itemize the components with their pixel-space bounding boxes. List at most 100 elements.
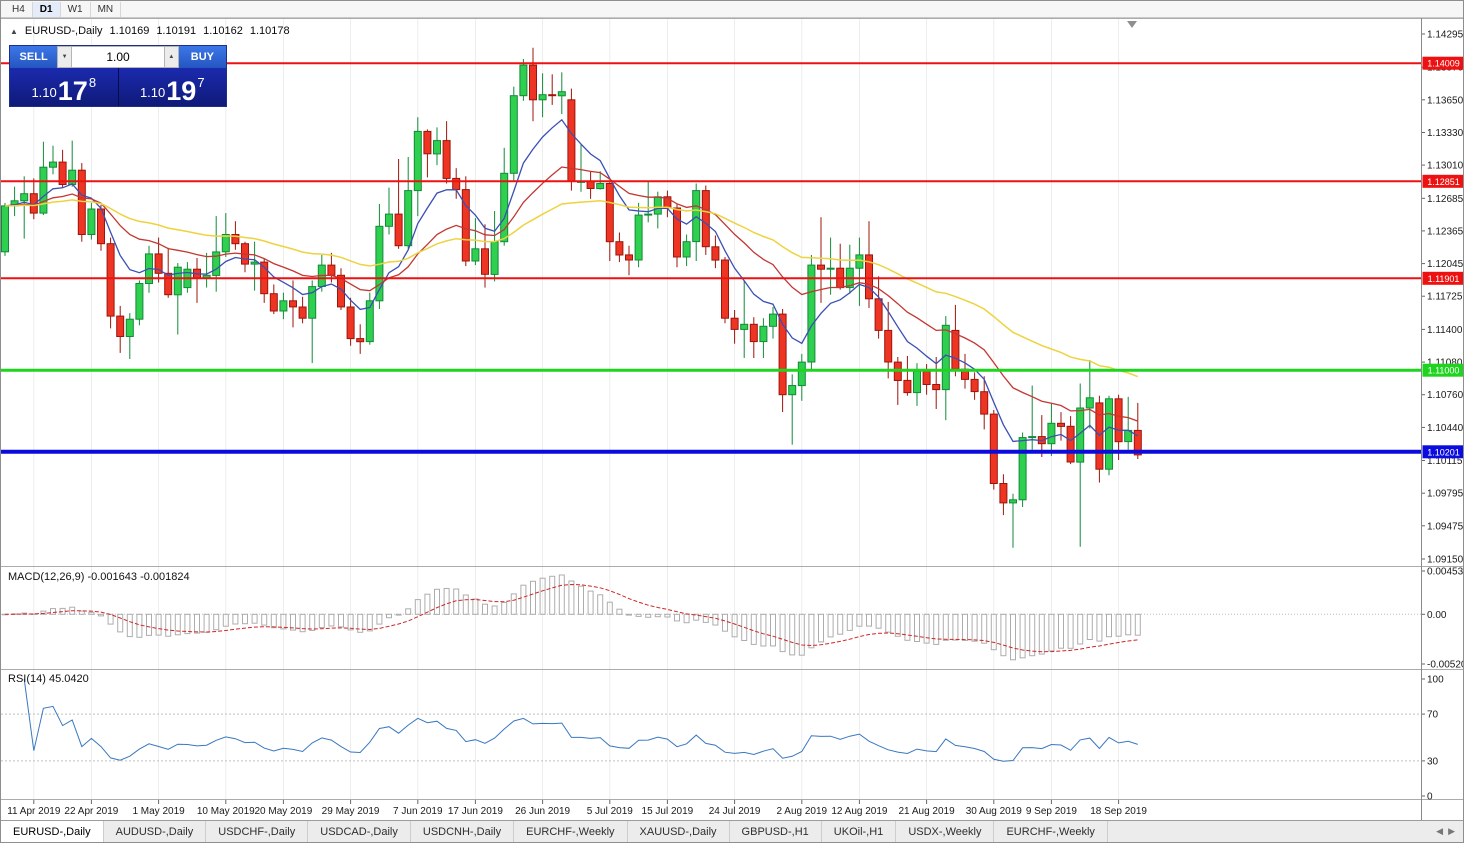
candle [989,413,998,485]
candle [1057,422,1065,427]
timeframe-button-mn[interactable]: MN [91,1,122,17]
macd-tick-label: -0.005205 [1427,660,1464,671]
date-label: 5 Jul 2019 [587,806,634,817]
chart-tab-usdx-weekly[interactable]: USDX-,Weekly [896,821,995,842]
date-label: 15 Jul 2019 [642,806,694,817]
candle [653,196,662,215]
date-label: 18 Sep 2019 [1090,806,1147,817]
macd-bar [875,613,882,629]
chart-tab-audusd-daily[interactable]: AUDUSD-,Daily [104,821,207,842]
candle [308,286,317,319]
candle [337,274,345,308]
macd-bar [232,613,239,625]
price-tick-label: 1.11400 [1427,325,1463,336]
chart-shift-marker[interactable] [1127,21,1137,28]
macd-bar [126,613,133,638]
date-label: 10 May 2019 [197,806,255,817]
candle [106,243,115,317]
chart-tab-usdcnh-daily[interactable]: USDCNH-,Daily [411,821,515,842]
macd-bar [1058,613,1064,649]
candle [279,300,288,312]
price-tag-label: 1.10201 [1427,447,1460,457]
macd-bar [194,613,200,634]
candle [865,254,873,300]
candle [548,94,557,97]
price-tag-1.10201[interactable]: 1.10201 [1422,445,1464,459]
chart-tab-ukoil-h1[interactable]: UKOil-,H1 [822,821,897,842]
macd-bar [914,613,920,642]
macd-bar [299,613,306,633]
timeframe-button-d1[interactable]: D1 [32,1,61,17]
candle [721,259,729,319]
macd-bar [155,613,162,636]
macd-bar [702,613,709,623]
price-axis[interactable]: 1.142951.139701.136501.133301.130101.126… [1422,30,1464,566]
tab-bar: EURUSD-,Daily AUDUSD-,Daily USDCHF-,Daily U… [1,820,1463,842]
candle [212,251,221,276]
bid-pipette: 8 [88,75,97,90]
candle [711,246,720,261]
macd-bar [894,613,901,637]
candle [682,241,691,258]
volume-decrement-button[interactable]: ▼ [57,46,72,68]
one-click-panel-toggle-icon[interactable]: ▲ [10,27,18,36]
candle [394,213,403,247]
sell-button[interactable]: SELL [10,46,58,68]
tab-scroll-left-icon[interactable]: ◀ [1436,826,1444,836]
chart-tab-eurchf-weekly[interactable]: EURCHF-,Weekly [514,821,628,842]
timeframe-button-w1[interactable]: W1 [61,1,91,17]
price-tick-label: 1.14295 [1427,30,1464,41]
volume-input[interactable] [72,46,164,68]
candle [1047,422,1056,445]
macd-tick-label: 0.004536 [1427,567,1464,578]
macd-bar [434,588,440,615]
tab-scroll-right-icon[interactable]: ▶ [1448,826,1455,836]
macd-bar [962,613,968,641]
buy-button[interactable]: BUY [178,46,226,68]
macd-bar [88,611,95,615]
macd-bar [520,584,527,615]
macd-bar [213,613,220,631]
macd-bar [1048,613,1055,652]
date-label: 7 Jun 2019 [393,806,443,817]
chart-tab-eurusd-daily[interactable]: EURUSD-,Daily [1,821,104,842]
ask-pipette: 7 [197,75,205,90]
date-axis[interactable]: 11 Apr 2019 22 Apr 2019 1 May 2019 10 May 2… [7,800,1147,817]
macd-bar [222,613,229,627]
chart-tab-gbpusd-h1[interactable]: GBPUSD-,H1 [730,821,822,842]
price-tag-1.11901[interactable]: 1.11901 [1422,271,1464,285]
rsi-indicator-label: RSI(14) 45.0420 [8,673,89,685]
candle [903,379,912,394]
ma-line-45 [4,199,1139,378]
chart-tab-usdchf-daily[interactable]: USDCHF-,Daily [206,821,309,842]
candle [135,283,144,320]
candle [1009,499,1017,504]
price-tag-1.11000[interactable]: 1.11000 [1422,363,1464,377]
macd-bar [1029,613,1036,657]
chart-tab-usdcad-daily[interactable]: USDCAD-,Daily [308,821,411,842]
timeframe-button-h4[interactable]: H4 [5,1,33,17]
chart-tab-xauusd-daily[interactable]: XAUUSD-,Daily [628,821,730,842]
date-label: 11 Apr 2019 [7,806,61,817]
candle [538,94,547,101]
chart-tab-eurchf-weekly[interactable]: EURCHF-,Weekly [994,821,1108,842]
candle [826,267,835,270]
candle [452,177,461,191]
macd-bar [1000,613,1007,657]
macd-bar [376,613,383,625]
price-tick-label: 1.10115 [1427,456,1463,467]
volume-increment-button[interactable]: ▲ [164,46,179,68]
price-tag-1.12851[interactable]: 1.12851 [1422,174,1464,188]
macd-bar [98,613,104,617]
candle [87,208,96,235]
candle [586,180,595,189]
macd-bar [664,613,671,618]
macd-bar [616,608,623,615]
macd-bar [462,594,469,615]
candle [58,161,67,186]
price-tag-1.14009[interactable]: 1.14009 [1422,56,1464,70]
macd-bar [1067,613,1074,649]
macd-bar [78,610,85,615]
date-label: 1 May 2019 [132,806,185,817]
